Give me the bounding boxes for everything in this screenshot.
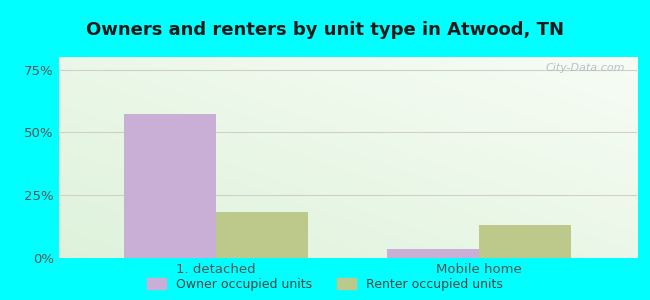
Text: City-Data.com: City-Data.com bbox=[546, 63, 625, 73]
Bar bbox=[216, 212, 308, 258]
Bar bbox=[479, 225, 571, 258]
Bar bbox=[124, 113, 216, 258]
Legend: Owner occupied units, Renter occupied units: Owner occupied units, Renter occupied un… bbox=[148, 278, 502, 291]
Text: Owners and renters by unit type in Atwood, TN: Owners and renters by unit type in Atwoo… bbox=[86, 21, 564, 39]
Bar bbox=[387, 249, 479, 258]
